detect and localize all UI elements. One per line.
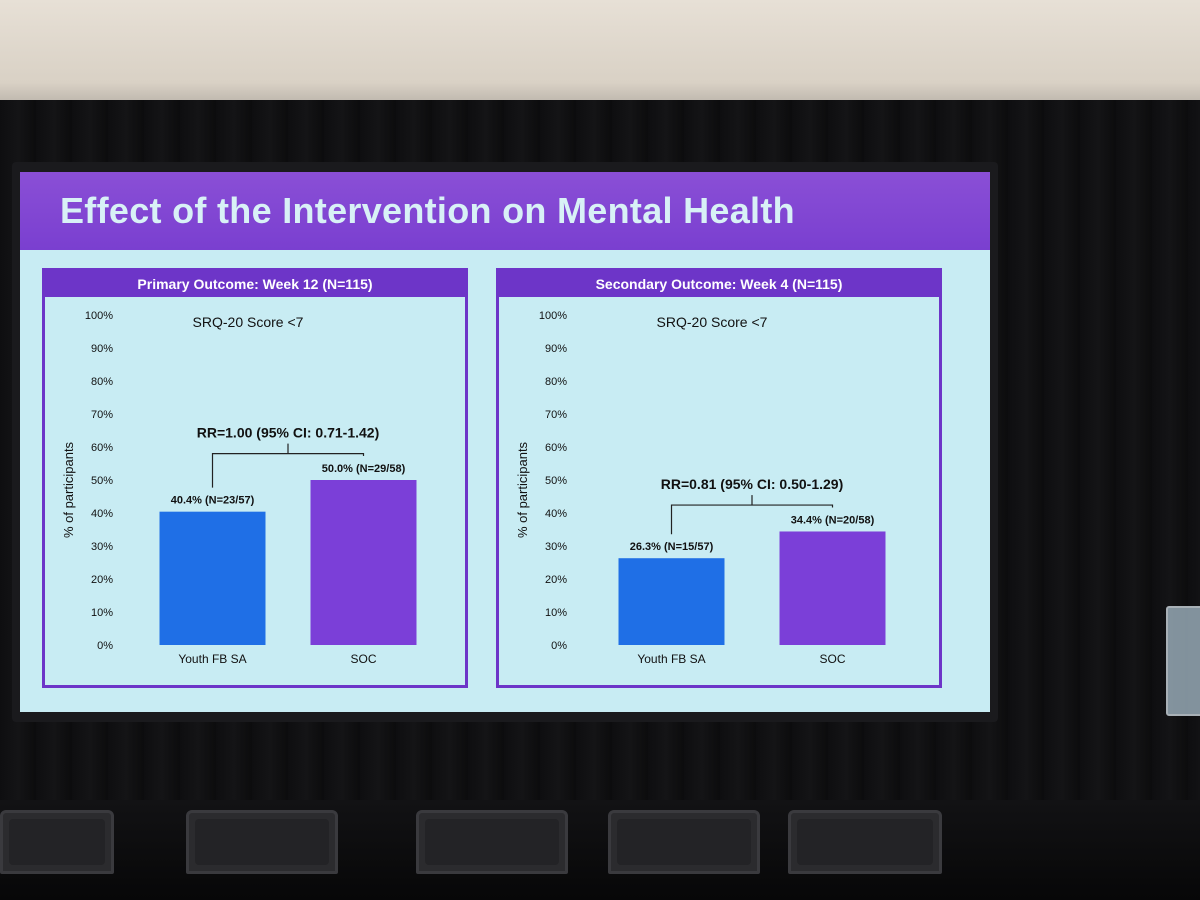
y-tick-label: 50% <box>91 475 113 487</box>
chart-title: SRQ-20 Score <7 <box>193 314 304 330</box>
y-tick-label: 50% <box>545 475 567 487</box>
x-category-label: Youth FB SA <box>178 652 246 666</box>
slide-title-bar: Effect of the Intervention on Mental Hea… <box>20 172 990 250</box>
presentation-slide: Effect of the Intervention on Mental Hea… <box>20 172 990 712</box>
podium <box>1166 606 1200 716</box>
x-category-label: SOC <box>819 652 845 666</box>
y-tick-label: 0% <box>551 640 567 652</box>
panel-chair <box>788 810 942 874</box>
y-tick-label: 30% <box>545 541 567 553</box>
y-tick-label: 0% <box>97 640 113 652</box>
slide-title: Effect of the Intervention on Mental Hea… <box>60 190 795 231</box>
panel-chair <box>608 810 760 874</box>
y-tick-label: 40% <box>545 508 567 520</box>
y-tick-label: 60% <box>545 442 567 454</box>
secondary-outcome-panel: Secondary Outcome: Week 4 (N=115) 0% 10% 2… <box>496 268 942 688</box>
primary-outcome-panel: Primary Outcome: Week 12 (N=115) 0% 10% 20… <box>42 268 468 688</box>
ceiling <box>0 0 1200 118</box>
y-tick-label: 30% <box>91 541 113 553</box>
y-tick-label: 70% <box>545 409 567 421</box>
primary-outcome-header: Primary Outcome: Week 12 (N=115) <box>45 271 465 297</box>
y-tick-label: 80% <box>91 376 113 388</box>
y-axis-label: % of participants <box>515 441 530 538</box>
y-tick-label: 10% <box>91 607 113 619</box>
y-tick-label: 10% <box>545 607 567 619</box>
stage-floor <box>0 800 1200 900</box>
secondary-outcome-header: Secondary Outcome: Week 4 (N=115) <box>499 271 939 297</box>
y-tick-label: 70% <box>91 409 113 421</box>
y-tick-label: 80% <box>545 376 567 388</box>
y-tick-label: 20% <box>91 574 113 586</box>
bar-data-label: 26.3% (N=15/57) <box>630 541 714 553</box>
bar-data-label: 34.4% (N=20/58) <box>791 514 875 526</box>
primary-outcome-chart: 0% 10% 20% 30% 40% 50% 60% 70% 80% 90% 100% % of pa… <box>61 310 417 666</box>
y-tick-label: 60% <box>91 442 113 454</box>
bar-youth-fb-sa <box>159 511 266 645</box>
x-category-label: SOC <box>350 652 376 666</box>
bar-data-label: 50.0% (N=29/58) <box>322 463 406 475</box>
y-axis-label: % of participants <box>61 441 76 538</box>
bar-data-label: 40.4% (N=23/57) <box>171 495 255 507</box>
comparison-bracket <box>670 504 834 535</box>
y-tick-label: 20% <box>545 574 567 586</box>
panel-chair <box>186 810 338 874</box>
y-tick-label: 90% <box>91 343 113 355</box>
secondary-outcome-chart: 0% 10% 20% 30% 40% 50% 60% 70% 80% 90% 100% % of pa… <box>515 310 886 666</box>
panel-chair <box>0 810 114 874</box>
bar-youth-fb-sa <box>618 558 725 645</box>
x-category-label: Youth FB SA <box>637 652 705 666</box>
panel-chair <box>416 810 568 874</box>
relative-risk-annotation: RR=0.81 (95% CI: 0.50-1.29) <box>661 476 843 492</box>
y-tick-label: 40% <box>91 508 113 520</box>
relative-risk-annotation: RR=1.00 (95% CI: 0.71-1.42) <box>197 425 379 441</box>
bar-soc <box>779 531 886 645</box>
y-tick-label: 100% <box>539 310 567 322</box>
bar-soc <box>310 480 417 645</box>
y-tick-label: 100% <box>85 310 113 322</box>
y-tick-label: 90% <box>545 343 567 355</box>
chart-title: SRQ-20 Score <7 <box>657 314 768 330</box>
